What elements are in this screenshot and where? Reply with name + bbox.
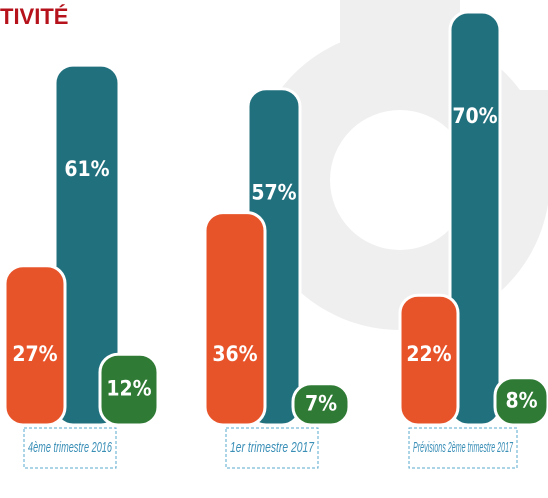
value-label: 12% [106, 377, 151, 401]
bar [398, 293, 460, 427]
category-box [225, 427, 319, 469]
category-box [23, 427, 117, 469]
value-label: 7% [305, 391, 337, 415]
value-label: 22% [406, 342, 451, 366]
bar [493, 376, 548, 427]
x-tick-label: 4ème trimestre 2016 [28, 439, 112, 456]
x-tick-label: Prévisions 2ème trimestre 2017 [413, 439, 513, 456]
bar [98, 352, 160, 427]
bar [3, 264, 67, 427]
value-label: 57% [251, 181, 296, 205]
bar [203, 211, 267, 427]
chart-title: TIVITÉ [0, 4, 68, 29]
bar [53, 63, 121, 427]
value-label: 8% [505, 388, 537, 412]
x-tick-label: 1er trimestre 2017 [230, 439, 314, 456]
value-label: 61% [64, 157, 109, 181]
gear-hole [330, 110, 470, 250]
value-label: 36% [212, 342, 257, 366]
value-label: 27% [12, 342, 57, 366]
bar [448, 10, 502, 427]
bar [291, 382, 351, 427]
category-box [408, 427, 518, 469]
value-label: 70% [452, 104, 497, 128]
